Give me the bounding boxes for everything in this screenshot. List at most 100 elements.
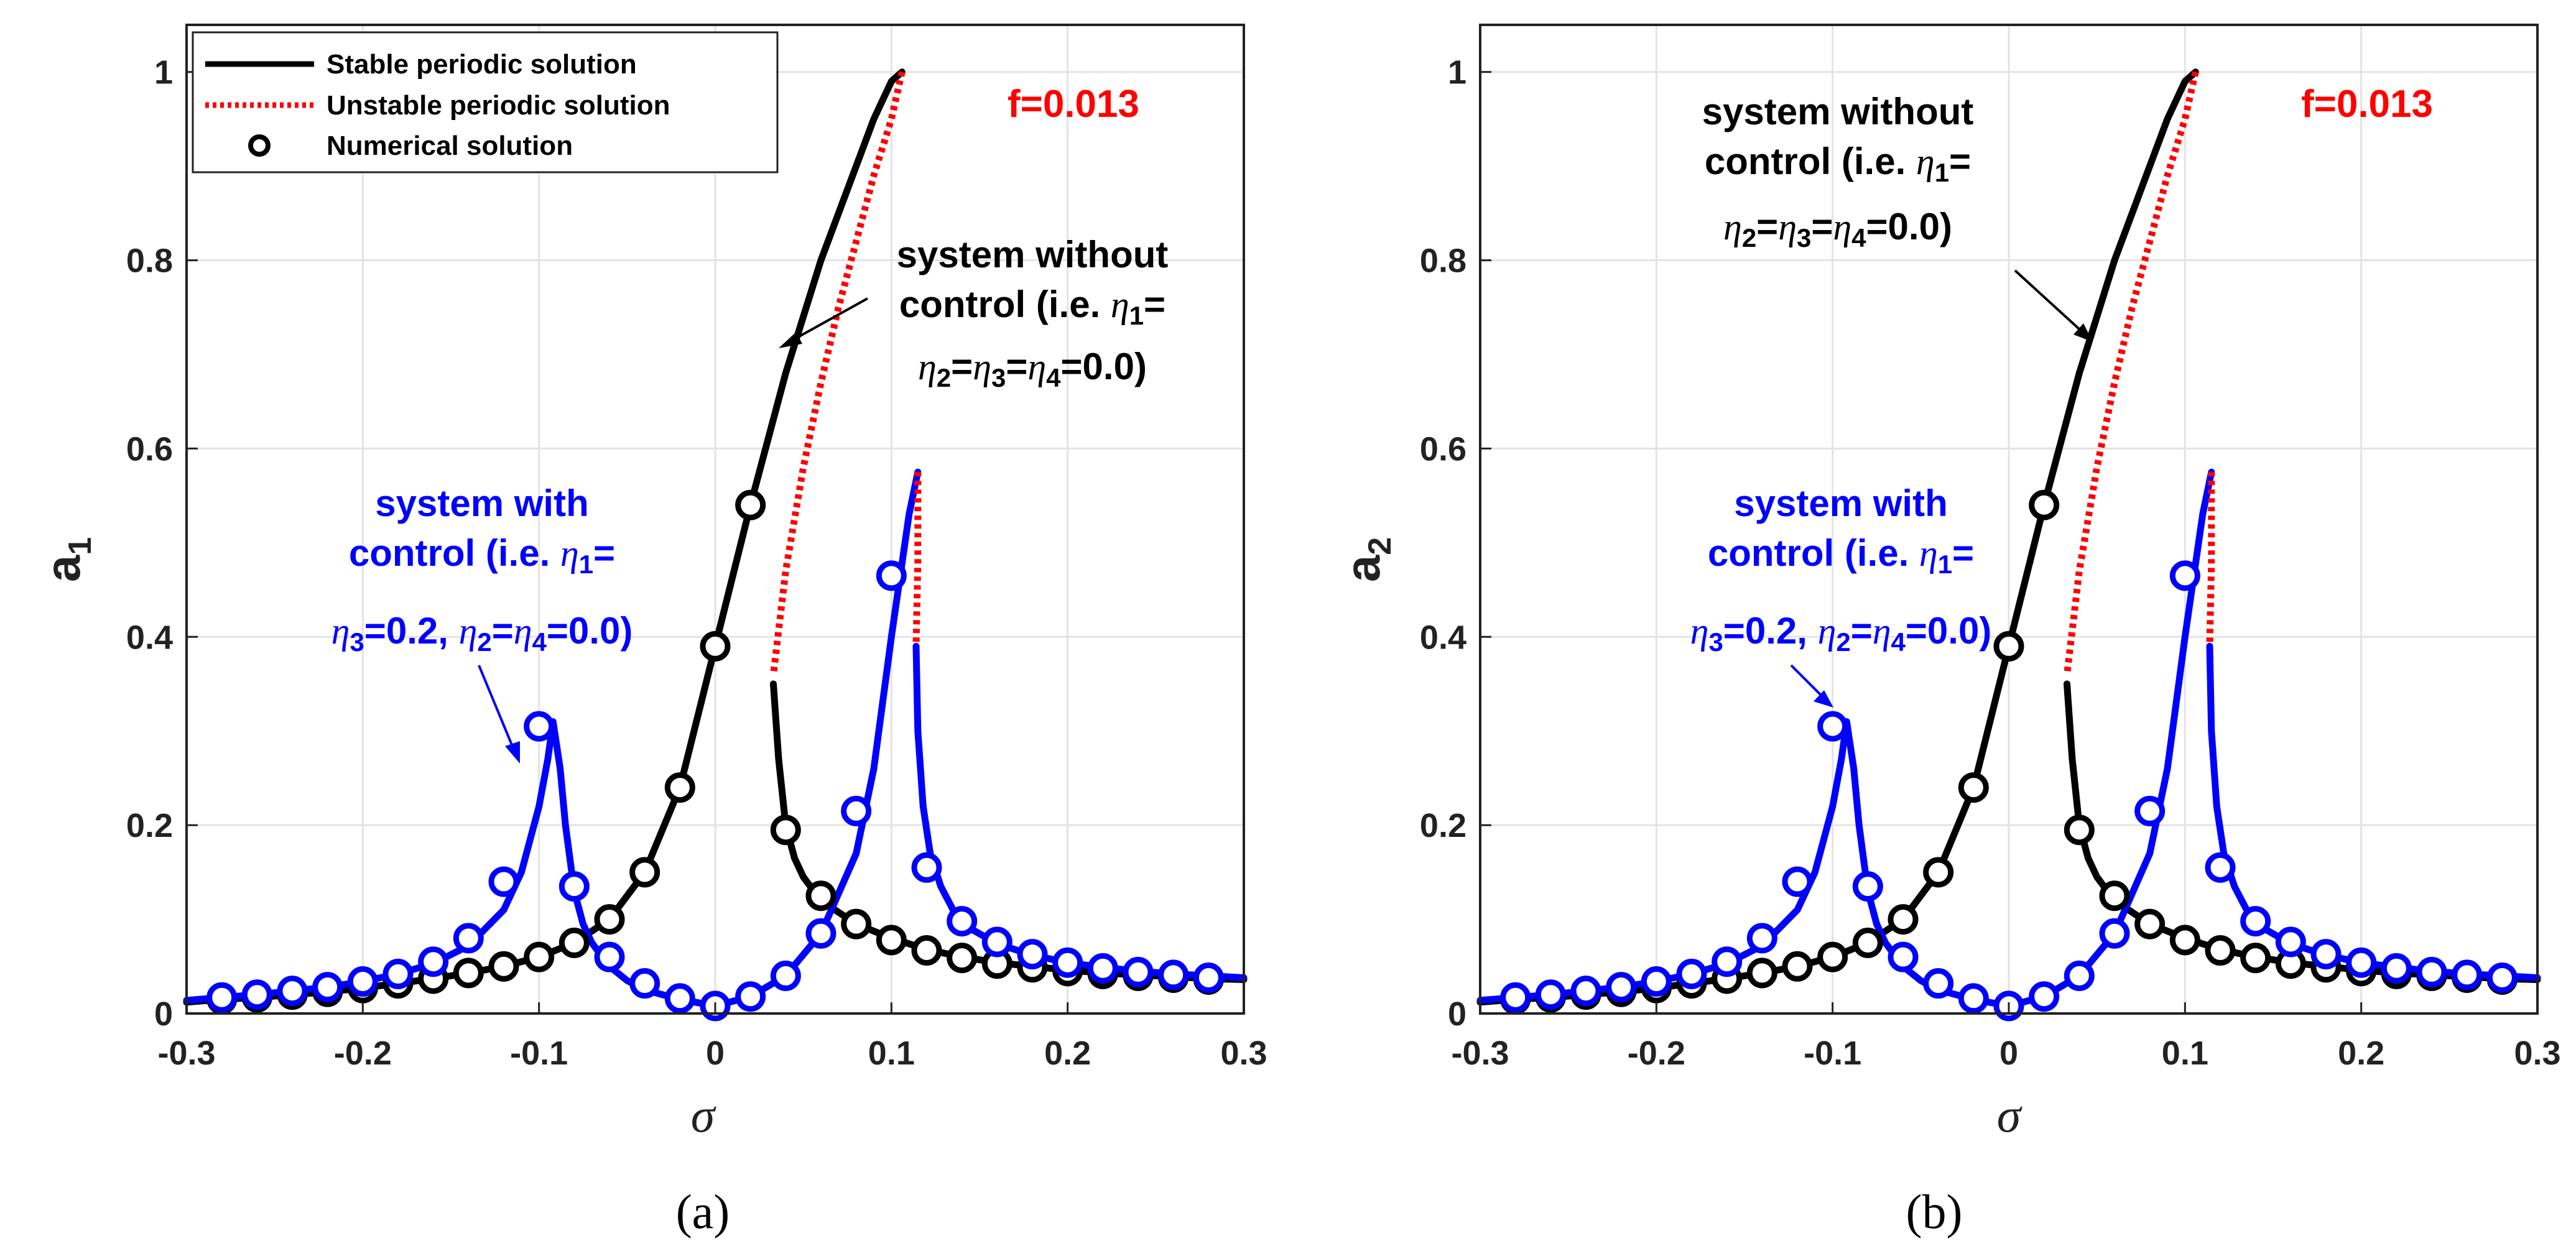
ticks-b: -0.3 -0.2 -0.1 0 0.1 0.2 0.3 0 0.2 0.4 0.6 0.8 1 — [1420, 54, 2561, 1072]
data-point — [2205, 852, 2236, 883]
data-point — [1958, 983, 1989, 1014]
data-point — [1500, 982, 1531, 1013]
data-point — [700, 630, 731, 662]
data-point — [805, 880, 836, 912]
data-point — [2381, 953, 2412, 984]
data-point — [2205, 935, 2236, 966]
data-point — [488, 866, 519, 897]
legend-label-unstable: Unstable periodic solution — [327, 90, 670, 121]
data-point — [2169, 925, 2200, 956]
xlabel-b: σ — [1997, 1088, 2022, 1142]
arrow-without-b — [2014, 269, 2088, 337]
f-value-b: f=0.013 — [2301, 83, 2433, 126]
svg-text:system without: system without — [1702, 91, 1974, 132]
x-tick-label: 0.3 — [2514, 1035, 2560, 1072]
y-tick-label: 0.2 — [1420, 807, 1466, 844]
svg-text:system without: system without — [897, 234, 1169, 275]
series-a — [183, 68, 1248, 1022]
data-point — [629, 857, 660, 888]
data-point — [664, 772, 695, 803]
data-point — [947, 906, 978, 937]
data-point — [1676, 958, 1707, 989]
data-point — [1570, 976, 1601, 1007]
grid-b — [1479, 25, 2539, 1015]
svg-text:η2=η3=η4=0.0): η2=η3=η4=0.0) — [1723, 206, 1952, 252]
data-point — [1923, 857, 1954, 888]
svg-text:control (i.e. η1=: control (i.e. η1= — [349, 532, 615, 579]
data-point — [453, 958, 484, 989]
data-point — [347, 966, 378, 997]
annotation-without-control-b: system without control (i.e. η1= η2=η3=η… — [1702, 91, 2093, 342]
data-point — [524, 711, 555, 742]
data-point — [841, 795, 872, 826]
y-tick-label: 0 — [1448, 995, 1466, 1033]
svg-text:η3=0.2, η2=η4=0.0): η3=0.2, η2=η4=0.0) — [331, 610, 633, 657]
data-point — [735, 489, 766, 520]
arrowhead-without-b — [2073, 323, 2093, 342]
data-point — [241, 979, 272, 1010]
arrow-with-a — [478, 665, 517, 756]
legend-label-numerical: Numerical solution — [327, 131, 573, 161]
svg-text:η3=0.2, η2=η4=0.0): η3=0.2, η2=η4=0.0) — [1690, 610, 1992, 657]
x-tick-label: 0.2 — [2338, 1035, 2384, 1072]
data-point — [911, 935, 942, 966]
data-point — [594, 904, 625, 935]
data-point — [1888, 904, 1919, 935]
data-point — [558, 927, 590, 958]
legend-label-stable: Stable periodic solution — [327, 49, 637, 80]
data-point — [418, 946, 449, 977]
arrowhead-with-a — [505, 741, 520, 764]
data-point — [2064, 960, 2095, 991]
data-point — [2346, 947, 2377, 978]
caption-a: (a) — [676, 1184, 730, 1239]
data-point — [1052, 947, 1083, 978]
data-point — [206, 982, 238, 1013]
svg-text:η2=η3=η4=0.0): η2=η3=η4=0.0) — [918, 346, 1147, 392]
data-point — [2310, 939, 2342, 970]
series-b — [1476, 68, 2541, 1022]
data-point — [488, 951, 519, 982]
data-point — [805, 918, 836, 949]
data-point — [1017, 939, 1048, 970]
data-point — [2029, 489, 2060, 520]
data-point — [1193, 962, 1224, 993]
x-tick-label: 0.1 — [2162, 1035, 2208, 1072]
svg-text:control (i.e. η1=: control (i.e. η1= — [1708, 532, 1974, 579]
data-point — [1535, 979, 1566, 1010]
data-point — [1852, 871, 1883, 902]
legend: Stable periodic solution Unstable period… — [192, 31, 779, 173]
data-point — [2064, 815, 2095, 846]
series-line — [2206, 472, 2215, 647]
svg-text:system with: system with — [375, 482, 588, 524]
data-point — [1712, 946, 1743, 977]
x-tick-label: -0.3 — [157, 1035, 215, 1072]
x-tick-label: -0.2 — [1628, 1035, 1685, 1072]
annotation-without-control-a: system without control (i.e. η1= η2=η3=η… — [779, 234, 1168, 392]
data-point — [2134, 795, 2166, 826]
y-tick-label: 1 — [1448, 54, 1466, 91]
y-tick-label: 0.8 — [1420, 242, 1466, 280]
data-point — [770, 815, 801, 846]
f-value-a: f=0.013 — [1008, 83, 1139, 126]
y-tick-label: 0.4 — [1420, 619, 1466, 656]
x-tick-label: 0.3 — [1220, 1035, 1267, 1072]
data-point — [770, 960, 801, 991]
y-tick-label: 0 — [154, 995, 173, 1033]
data-point — [2134, 908, 2166, 939]
data-point — [277, 976, 308, 1007]
data-point — [1158, 959, 1189, 990]
data-point — [1852, 927, 1883, 958]
series-line — [2064, 71, 2199, 675]
data-point — [2099, 880, 2130, 912]
data-point — [524, 941, 555, 972]
svg-text:control (i.e. η1=: control (i.e. η1= — [899, 284, 1165, 330]
y-tick-label: 0.6 — [1420, 430, 1466, 468]
data-point — [1746, 958, 1777, 989]
data-point — [1606, 972, 1637, 1003]
panel-a: -0.3 -0.2 -0.1 0 0.1 0.2 0.300.20.40.60.81 a1 … — [35, 24, 1267, 1239]
caption-b: (b) — [1906, 1184, 1963, 1239]
data-point — [1782, 866, 1813, 897]
data-point — [1817, 711, 1848, 742]
panel-b: -0.3 -0.2 -0.1 0 0.1 0.2 0.300.20.40.60.81 a2 … — [1335, 24, 2561, 1239]
data-point — [1888, 941, 1919, 972]
